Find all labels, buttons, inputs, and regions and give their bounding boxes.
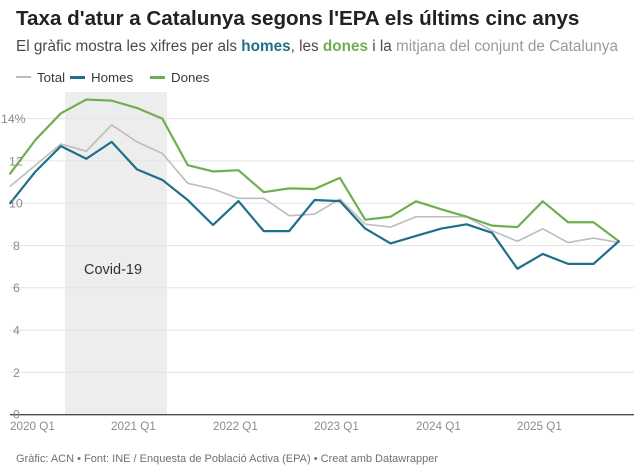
svg-text:2022 Q1: 2022 Q1 — [213, 420, 258, 433]
svg-text:Covid-19: Covid-19 — [84, 262, 142, 278]
svg-text:2021 Q1: 2021 Q1 — [111, 420, 156, 433]
svg-text:2023 Q1: 2023 Q1 — [314, 420, 359, 433]
svg-text:6: 6 — [13, 281, 20, 295]
svg-text:4: 4 — [13, 324, 20, 338]
svg-text:14%: 14% — [1, 112, 26, 126]
svg-text:8: 8 — [13, 239, 20, 253]
svg-text:2025 Q1: 2025 Q1 — [517, 420, 562, 433]
svg-text:2024 Q1: 2024 Q1 — [416, 420, 461, 433]
svg-text:2: 2 — [13, 366, 20, 380]
svg-text:10: 10 — [9, 197, 23, 211]
svg-text:2020 Q1: 2020 Q1 — [10, 420, 55, 433]
svg-text:12: 12 — [9, 154, 23, 168]
